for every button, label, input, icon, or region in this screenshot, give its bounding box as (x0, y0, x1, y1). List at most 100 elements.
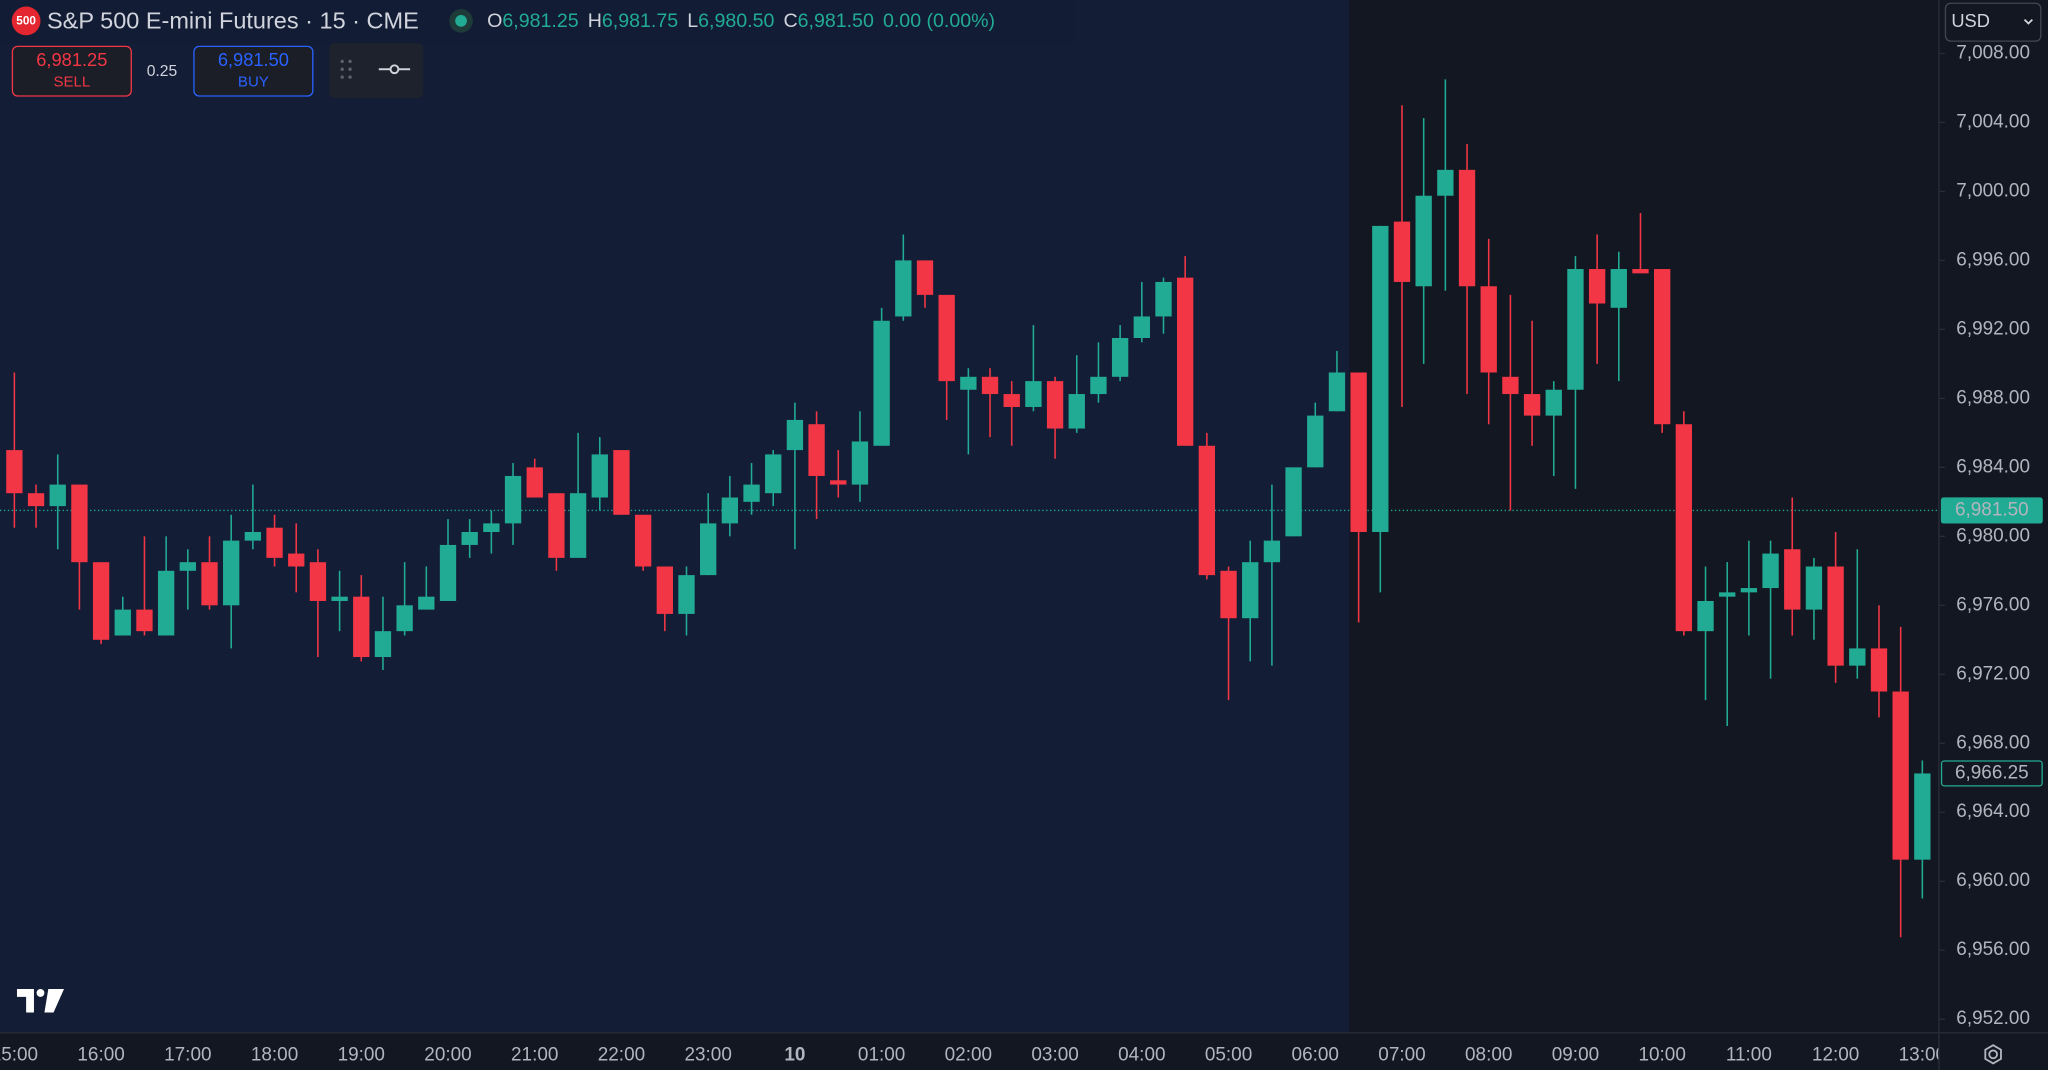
tradingview-logo[interactable] (16, 988, 64, 1013)
candle-body (1068, 394, 1085, 429)
y-tick-label: 7,000.00 (1956, 180, 2030, 201)
candle-body (1697, 600, 1714, 632)
candle-body (700, 523, 717, 576)
price-label-bg (1940, 497, 2043, 524)
ohlc-value: 6,980.50 (698, 10, 774, 32)
candle-body (201, 562, 218, 606)
ohlc-legend: O6,981.25 H6,981.75 L6,980.50 C6,981.50 0.00… (487, 10, 995, 32)
y-tick-label: 6,976.00 (1956, 594, 2030, 615)
candle-body (873, 320, 890, 446)
candle-body (1263, 540, 1281, 563)
candle-body (721, 497, 739, 524)
candle-body (1393, 221, 1411, 282)
candle-body (1003, 394, 1020, 407)
candle-body (244, 532, 262, 541)
x-tick-label: 18:00 (251, 1045, 298, 1066)
candle-body (1784, 549, 1801, 610)
ohlc-change: 0.00 (0.00%) (883, 10, 995, 32)
ohlc-key: O (487, 10, 502, 32)
x-tick-label: 17:00 (164, 1045, 211, 1066)
price-axis: 6,952.00 6,956.00 6,960.00 6,964.00 6,968.00… (1939, 42, 2043, 1029)
currency-select[interactable] (1944, 2, 2042, 42)
candle-body (1198, 445, 1216, 576)
candle-body (1328, 372, 1346, 412)
x-tick-label: 11:00 (1726, 1045, 1772, 1066)
ohlc-value: 6,981.75 (602, 10, 678, 32)
candle-body (1588, 269, 1606, 304)
candle-body (92, 562, 110, 640)
candle-body (1372, 225, 1389, 533)
candle-body (981, 376, 999, 395)
candle-body (418, 596, 435, 610)
spread: 0.25 (147, 63, 178, 80)
buy-label: BUY (238, 73, 269, 90)
candle-body (1025, 381, 1042, 407)
candle-body (1437, 169, 1454, 196)
buy-button[interactable] (193, 45, 314, 97)
x-tick-label: 19:00 (338, 1045, 385, 1066)
candle-body (309, 562, 327, 601)
x-tick-label: 09:00 (1552, 1045, 1599, 1066)
candle-body (1090, 376, 1107, 395)
candle-body (1242, 562, 1259, 619)
order-tool-icon[interactable] (378, 64, 411, 75)
settings-button[interactable] (1984, 1044, 2002, 1065)
candle-body (223, 540, 240, 606)
buy-price: 6,981.50 (218, 49, 289, 70)
candle-body (1220, 570, 1237, 619)
candle-body (1567, 269, 1584, 390)
x-tick-label: 10:00 (1638, 1045, 1685, 1066)
candle-body (1914, 773, 1931, 860)
candle-body (1870, 648, 1888, 692)
candle-body (634, 514, 652, 567)
symbol-badge-text: 500 (16, 15, 36, 28)
candle-body (656, 566, 673, 614)
candle-body (1523, 394, 1541, 416)
candle-body (786, 419, 804, 451)
candle-body (591, 454, 608, 498)
x-tick-label: 03:00 (1031, 1045, 1078, 1066)
session-background (0, 0, 1350, 1033)
y-tick-label: 6,960.00 (1956, 870, 2030, 891)
candle-body (1133, 316, 1150, 339)
x-tick-label: 10 (784, 1045, 805, 1066)
candle-body (1632, 269, 1649, 274)
currency-label: USD (1951, 10, 1990, 31)
candle-body (916, 260, 934, 295)
candle-body (179, 562, 196, 571)
drag-handle[interactable] (340, 59, 352, 79)
candle-body (483, 523, 500, 533)
ohlc-key: C (783, 10, 797, 32)
price-label-bg (1940, 760, 2043, 787)
candle-body (1740, 588, 1758, 593)
candle-body (526, 467, 543, 498)
candle-body (49, 484, 66, 507)
y-tick-label: 6,972.00 (1956, 663, 2030, 684)
x-tick-label: 20:00 (424, 1045, 471, 1066)
symbol-title[interactable]: S&P 500 E-mini Futures · 15 · CME (47, 7, 419, 33)
x-tick-label: 07:00 (1378, 1045, 1425, 1066)
candle-body (396, 605, 413, 632)
candle-body (114, 609, 131, 636)
candle-body (1654, 269, 1671, 425)
x-tick-label: 16:00 (77, 1045, 124, 1066)
candle-body (1502, 376, 1519, 395)
x-tick-label: 05:00 (1205, 1045, 1252, 1066)
candle-body (1458, 169, 1476, 287)
candle-body (1285, 467, 1302, 537)
sell-button[interactable] (11, 45, 132, 97)
currency-chevron (2023, 18, 2033, 25)
candle-body (895, 260, 912, 317)
symbol-badge[interactable] (11, 6, 41, 36)
y-tick-label: 6,952.00 (1956, 1008, 2030, 1029)
candle-body (1155, 281, 1172, 317)
ohlc-value: 6,981.50 (798, 10, 874, 32)
candle-body (1307, 415, 1324, 468)
x-tick-label: 01:00 (858, 1045, 905, 1066)
candle-body (548, 493, 565, 558)
candle-body (1610, 269, 1627, 308)
x-tick-label: 21:00 (511, 1045, 558, 1066)
candle-body (157, 570, 175, 636)
candle-body (331, 596, 348, 601)
